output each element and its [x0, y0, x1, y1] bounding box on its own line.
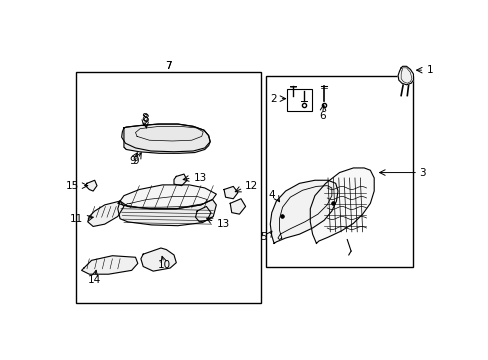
- Polygon shape: [118, 199, 216, 226]
- Text: 13: 13: [216, 219, 229, 229]
- Text: 3: 3: [419, 167, 426, 177]
- Polygon shape: [174, 174, 187, 186]
- Text: 14: 14: [88, 275, 101, 285]
- Text: 13: 13: [194, 173, 207, 183]
- Text: 9: 9: [132, 156, 139, 166]
- Text: 11: 11: [70, 214, 83, 224]
- Text: 9: 9: [129, 156, 136, 166]
- Polygon shape: [85, 180, 97, 191]
- Text: 1: 1: [426, 65, 432, 75]
- Polygon shape: [122, 124, 210, 152]
- Text: 15: 15: [66, 181, 79, 191]
- Text: 6: 6: [319, 111, 325, 121]
- Polygon shape: [123, 124, 210, 153]
- Polygon shape: [230, 199, 245, 214]
- Text: 7: 7: [165, 61, 172, 71]
- Bar: [266, 76, 412, 266]
- Text: 10: 10: [157, 260, 170, 270]
- Polygon shape: [310, 168, 373, 243]
- Polygon shape: [270, 180, 337, 243]
- Bar: [286, 89, 311, 111]
- Polygon shape: [224, 186, 238, 199]
- Text: 12: 12: [244, 181, 258, 192]
- Polygon shape: [141, 248, 176, 271]
- Text: 8: 8: [141, 113, 148, 123]
- Text: 5: 5: [259, 232, 266, 242]
- Text: 2: 2: [270, 94, 277, 104]
- Text: 4: 4: [268, 190, 274, 200]
- Polygon shape: [118, 185, 216, 209]
- Bar: [76, 72, 261, 303]
- Text: 8: 8: [142, 114, 148, 125]
- Text: 7: 7: [165, 61, 172, 71]
- Polygon shape: [87, 201, 123, 226]
- Polygon shape: [81, 256, 138, 274]
- Polygon shape: [195, 206, 210, 222]
- Polygon shape: [397, 66, 413, 85]
